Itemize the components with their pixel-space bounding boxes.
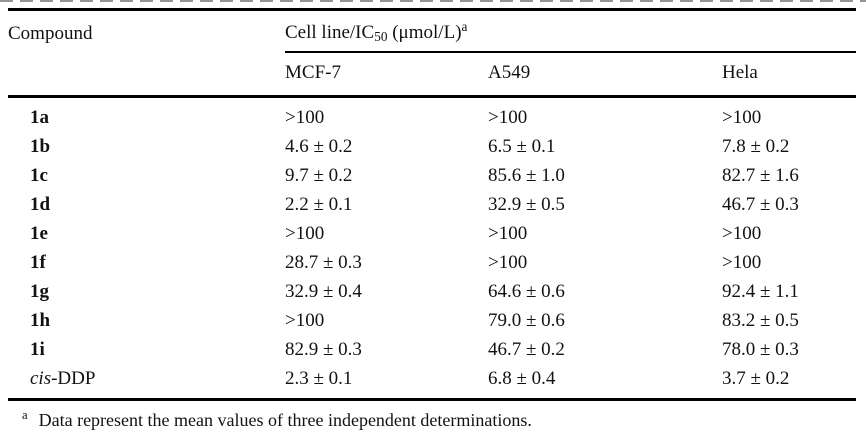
cellline-header-footnote-mark: a xyxy=(461,18,468,34)
table-row: cis-DDP 2.3 ± 0.1 6.8 ± 0.4 3.7 ± 0.2 xyxy=(8,364,856,401)
cell-a549: 64.6 ± 0.6 xyxy=(488,281,565,302)
cell-a549: 79.0 ± 0.6 xyxy=(488,310,565,331)
compound-name: 1c xyxy=(30,165,48,186)
footnote-mark: a xyxy=(22,408,28,423)
cell-mcf7: >100 xyxy=(285,107,325,128)
cell-hela: 92.4 ± 1.1 xyxy=(722,281,799,302)
cell-hela: 78.0 ± 0.3 xyxy=(722,339,799,360)
footnote-text: Data represent the mean values of three … xyxy=(38,410,532,430)
table-row: 1g 32.9 ± 0.4 64.6 ± 0.6 92.4 ± 1.1 xyxy=(8,277,856,306)
column-header-hela: Hela xyxy=(722,52,856,98)
cell-hela: >100 xyxy=(722,223,762,244)
cell-mcf7: 32.9 ± 0.4 xyxy=(285,281,362,302)
compound-name: 1i xyxy=(30,339,45,360)
table-row: 1d 2.2 ± 0.1 32.9 ± 0.5 46.7 ± 0.3 xyxy=(8,190,856,219)
table-row: 1f 28.7 ± 0.3 >100 >100 xyxy=(8,248,856,277)
table-row: 1h >100 79.0 ± 0.6 83.2 ± 0.5 xyxy=(8,306,856,335)
table-row: 1c 9.7 ± 0.2 85.6 ± 1.0 82.7 ± 1.6 xyxy=(8,161,856,190)
cell-hela: 82.7 ± 1.6 xyxy=(722,165,799,186)
cell-a549: 6.8 ± 0.4 xyxy=(488,364,722,401)
compound-column-header: Compound xyxy=(8,8,285,52)
cell-mcf7: >100 xyxy=(285,310,325,331)
compound-name: 1e xyxy=(30,223,48,244)
cell-mcf7: 82.9 ± 0.3 xyxy=(285,339,362,360)
cell-a549: >100 xyxy=(488,252,528,273)
cell-mcf7: 4.6 ± 0.2 xyxy=(285,136,353,157)
cell-hela: >100 xyxy=(722,107,762,128)
compound-name: 1h xyxy=(30,310,51,331)
compound-name: 1g xyxy=(30,281,49,302)
table-row: 1e >100 >100 >100 xyxy=(8,219,856,248)
compound-name: 1a xyxy=(30,107,49,128)
cell-a549: 46.7 ± 0.2 xyxy=(488,339,565,360)
ic50-table: Compound Cell line/IC50 (μmol/L)a MCF-7 … xyxy=(8,8,856,401)
cellline-group-header: Cell line/IC50 (μmol/L)a xyxy=(285,8,856,53)
cellline-header-prefix: Cell line/IC xyxy=(285,22,375,43)
compound-name: 1b xyxy=(30,136,51,157)
cell-a549: 32.9 ± 0.5 xyxy=(488,194,565,215)
compound-name: 1d xyxy=(30,194,51,215)
cellline-header-unit: (μmol/L) xyxy=(387,22,462,43)
ic50-table-container: Compound Cell line/IC50 (μmol/L)a MCF-7 … xyxy=(8,8,856,431)
column-header-a549: A549 xyxy=(488,52,722,98)
cell-mcf7: 2.2 ± 0.1 xyxy=(285,194,353,215)
cell-hela: >100 xyxy=(722,252,762,273)
table-footnote: a Data represent the mean values of three… xyxy=(8,408,856,431)
table-row: 1i 82.9 ± 0.3 46.7 ± 0.2 78.0 ± 0.3 xyxy=(8,335,856,364)
cell-mcf7: 9.7 ± 0.2 xyxy=(285,165,353,186)
cell-a549: 6.5 ± 0.1 xyxy=(488,136,556,157)
cell-a549: >100 xyxy=(488,107,528,128)
table-row: 1b 4.6 ± 0.2 6.5 ± 0.1 7.8 ± 0.2 xyxy=(8,132,856,161)
cell-hela: 46.7 ± 0.3 xyxy=(722,194,799,215)
column-header-mcf7: MCF-7 xyxy=(285,52,488,98)
cell-mcf7: >100 xyxy=(285,223,325,244)
cell-a549: 85.6 ± 1.0 xyxy=(488,165,565,186)
empty-header-cell xyxy=(8,52,285,98)
header-row-celllines: MCF-7 A549 Hela xyxy=(8,52,856,98)
cell-hela: 83.2 ± 0.5 xyxy=(722,310,799,331)
cell-a549: >100 xyxy=(488,223,528,244)
cell-mcf7: 28.7 ± 0.3 xyxy=(285,252,362,273)
compound-name: 1f xyxy=(30,252,46,273)
cell-hela: 3.7 ± 0.2 xyxy=(722,364,856,401)
table-body: 1a >100 >100 >100 1b 4.6 ± 0.2 6.5 ± 0.1… xyxy=(8,97,856,401)
top-dashed-artifact-line xyxy=(0,0,866,2)
table-row: 1a >100 >100 >100 xyxy=(8,97,856,133)
header-row-top: Compound Cell line/IC50 (μmol/L)a xyxy=(8,8,856,53)
compound-name: cis-DDP xyxy=(8,364,285,401)
cellline-header-subscript: 50 xyxy=(374,29,388,45)
cell-mcf7: 2.3 ± 0.1 xyxy=(285,364,488,401)
cell-hela: 7.8 ± 0.2 xyxy=(722,136,790,157)
